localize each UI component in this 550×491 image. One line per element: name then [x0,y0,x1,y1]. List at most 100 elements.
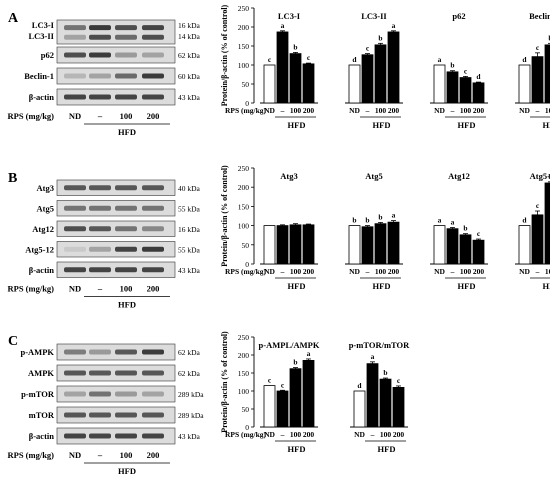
blot-lane-label: 100 [120,284,133,294]
chart-bar [544,44,550,104]
blot-kda-label: 62 kDa [178,51,201,60]
chart-group-title: Atg5 [365,171,382,181]
chart-y-tick-label: 250 [238,4,250,13]
chart-y-tick-label: 50 [242,405,250,414]
blot-lane-label: 200 [147,450,160,460]
blot-lane-label: 100 [120,450,133,460]
chart-bar [472,239,485,265]
chart-significance-letter: a [281,21,285,30]
blot-band [115,34,137,40]
chart-significance-letter: a [371,352,375,361]
blot-band [89,267,111,273]
blot-band [115,349,137,355]
chart-significance-letter: a [392,21,396,30]
blot-band [142,412,164,418]
chart-bar [446,228,459,265]
chart-x-tick-label: – [280,430,285,439]
chart-bar [544,182,550,265]
blot-band [89,185,111,191]
blot-band [115,185,137,191]
chart-y-tick-label: 50 [242,241,250,250]
chart-bar [289,368,302,428]
chart-hfd-label: HFD [288,120,306,130]
blot-kda-label: 289 kDa [178,390,204,399]
blot-kda-label: 289 kDa [178,411,204,420]
blot-band [64,52,86,58]
chart-x-tick-label: 200 [388,106,400,115]
chart-x-tick-label: ND [519,267,530,276]
chart-x-axis-label: RPS (mg/kg) [225,267,267,276]
blot-row-label: β-actin [29,431,55,441]
chart-y-tick-label: 250 [238,164,250,173]
chart-bar [379,378,392,428]
chart-hfd-label: HFD [288,281,306,291]
chart-y-tick-label: 150 [238,369,250,378]
blot-band [115,370,137,376]
chart-bar [361,54,374,104]
chart-group-title: p-mTOR/mTOR [349,340,410,350]
blot-lane-label: – [97,450,103,460]
panel-c-letter: C [8,334,18,349]
chart-x-tick-label: 100 [290,267,302,276]
chart-significance-letter: c [268,55,272,64]
blot-row-label: mTOR [29,410,55,420]
blot-lane-label: – [97,111,103,121]
blot-band [64,25,86,31]
blot-band [64,34,86,40]
blot-row-label: Atg3 [37,183,54,193]
chart-bar [366,363,379,428]
chart-bar [433,64,446,104]
chart-group-title: p62 [452,11,465,21]
blot-band [142,391,164,397]
blot-band [89,391,111,397]
chart-significance-letter: d [357,381,362,390]
blot-band [115,226,137,232]
chart-bar [374,223,387,265]
blot-row-label: Beclin-1 [24,71,54,81]
chart-bar [518,225,531,265]
chart-x-tick-label: 200 [388,267,400,276]
chart-x-tick-label: 200 [303,106,315,115]
chart-x-tick-label: ND [354,430,365,439]
chart-group-title: Atg12 [448,171,470,181]
chart-bar [472,82,485,104]
chart-significance-letter: b [463,224,467,233]
chart-bar [392,386,405,428]
chart-hfd-label: HFD [543,120,550,130]
blot-axis-label: RPS (mg/kg) [7,284,54,294]
blot-lane-label: ND [69,111,81,121]
chart-hfd-label: HFD [373,281,391,291]
chart-x-axis-label: RPS (mg/kg) [225,106,267,115]
blot-band [115,25,137,31]
blot-lane-label: 100 [120,111,133,121]
chart-x-tick-label: ND [434,267,445,276]
blot-band [89,94,111,100]
chart-x-tick-label: ND [349,106,360,115]
chart-bar [387,221,400,265]
chart-significance-letter: d [476,72,481,81]
chart-y-axis-label: Protein/β-actin (% of control) [220,331,229,433]
chart-significance-letter: c [397,376,401,385]
blot-lane-label: ND [69,284,81,294]
chart-significance-letter: c [281,380,285,389]
blot-band [64,94,86,100]
chart-x-tick-label: 100 [375,267,387,276]
blot-band [64,205,86,211]
blot-row-label: Atg5-12 [25,244,54,254]
chart-significance-letter: a [438,55,442,64]
chart-x-tick-label: – [450,106,455,115]
blot-band [115,94,137,100]
blot-band [89,246,111,252]
blot-group-label: HFD [118,127,136,137]
chart-x-tick-label: ND [519,106,530,115]
chart-significance-letter: c [536,201,540,210]
chart-bar [459,234,472,265]
blot-band [64,412,86,418]
chart-x-tick-label: 100 [380,430,392,439]
blot-kda-label: 62 kDa [178,348,201,357]
blot-band [115,73,137,79]
blot-band [89,34,111,40]
blot-band [142,34,164,40]
blot-band [142,52,164,58]
chart-significance-letter: a [392,211,396,220]
